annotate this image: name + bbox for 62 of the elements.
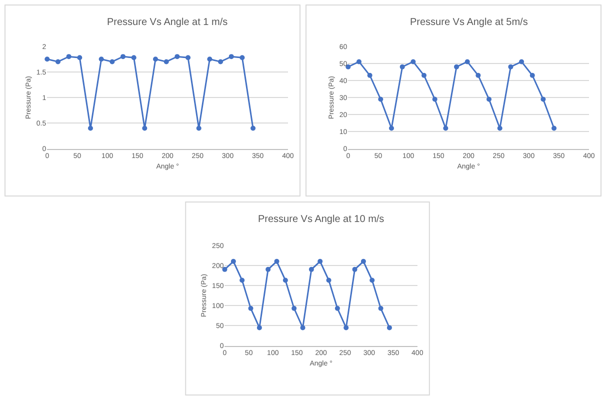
point [250, 126, 256, 131]
point [110, 59, 115, 64]
point [98, 56, 104, 62]
point [519, 59, 524, 64]
point [530, 72, 535, 78]
point [120, 54, 126, 60]
point [386, 325, 392, 330]
point [164, 59, 169, 64]
point [44, 56, 50, 62]
point [367, 72, 372, 78]
point [432, 96, 438, 102]
point [222, 266, 228, 272]
point [282, 278, 288, 283]
point [228, 54, 234, 60]
point [326, 278, 332, 283]
point [370, 278, 375, 283]
point [422, 72, 426, 78]
chart-title: Pressure Vs Angle at 10 m/s [258, 214, 384, 225]
point [131, 55, 136, 60]
point [256, 325, 262, 330]
point [142, 126, 148, 131]
point [486, 96, 492, 102]
point [77, 55, 82, 60]
point [300, 325, 306, 330]
point [66, 54, 72, 60]
point [464, 59, 470, 64]
point [540, 96, 546, 102]
chart-title: Pressure Vs Angle at 5m/s [410, 17, 528, 28]
point [454, 64, 460, 70]
point [410, 59, 416, 64]
point [360, 258, 366, 264]
point [352, 266, 358, 272]
point [240, 278, 245, 283]
point [240, 55, 245, 60]
point [55, 59, 60, 64]
point [476, 72, 481, 78]
point [292, 306, 297, 311]
point [248, 306, 254, 311]
point [378, 306, 384, 311]
point [186, 55, 191, 60]
point [497, 126, 502, 131]
chart-title: Pressure Vs Angle at 1 m/s [107, 17, 228, 28]
point [318, 258, 323, 264]
point [388, 126, 394, 131]
point [88, 126, 93, 131]
point [508, 64, 514, 70]
point [218, 59, 224, 64]
point [344, 325, 349, 330]
point [153, 56, 158, 62]
point [230, 258, 236, 264]
point [334, 306, 340, 311]
point [443, 126, 448, 131]
point [400, 64, 405, 70]
point [378, 96, 384, 102]
point [174, 54, 180, 60]
point [356, 59, 362, 64]
point [207, 56, 212, 62]
point [308, 266, 314, 272]
point [552, 126, 557, 131]
point [196, 126, 202, 131]
point [266, 266, 271, 272]
point [274, 258, 280, 264]
